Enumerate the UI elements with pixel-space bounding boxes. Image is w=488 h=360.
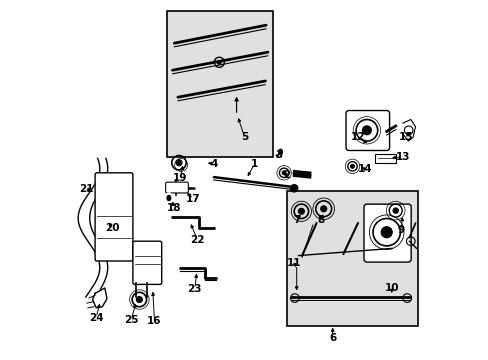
Circle shape (381, 227, 391, 238)
Text: 9: 9 (397, 225, 404, 235)
Text: 1: 1 (250, 159, 258, 169)
Circle shape (362, 126, 370, 135)
Circle shape (282, 171, 285, 175)
Text: 18: 18 (167, 203, 181, 213)
Circle shape (217, 60, 221, 64)
Text: 21: 21 (80, 184, 94, 194)
FancyBboxPatch shape (363, 204, 410, 262)
Circle shape (136, 297, 142, 302)
Text: 6: 6 (328, 333, 336, 343)
Ellipse shape (167, 195, 170, 201)
Text: 25: 25 (123, 315, 138, 325)
Text: 4: 4 (210, 159, 217, 169)
Bar (374, 154, 396, 163)
FancyBboxPatch shape (95, 173, 133, 261)
Text: 22: 22 (190, 235, 204, 246)
Text: 2: 2 (283, 170, 290, 180)
Text: 15: 15 (398, 132, 413, 142)
Text: 3: 3 (275, 150, 282, 160)
Circle shape (392, 208, 397, 213)
Text: 5: 5 (241, 132, 247, 142)
Bar (286, 191, 418, 326)
Polygon shape (402, 120, 415, 141)
Text: 13: 13 (395, 152, 409, 162)
Text: 11: 11 (286, 258, 301, 268)
Text: 10: 10 (384, 283, 399, 293)
Text: 12: 12 (350, 132, 365, 142)
Text: 16: 16 (147, 316, 162, 326)
FancyBboxPatch shape (165, 182, 188, 193)
FancyBboxPatch shape (346, 111, 389, 150)
Circle shape (320, 206, 326, 212)
Circle shape (176, 160, 182, 166)
Text: 20: 20 (104, 222, 119, 233)
Circle shape (350, 165, 354, 168)
Text: 23: 23 (187, 284, 202, 294)
FancyBboxPatch shape (133, 241, 162, 284)
Circle shape (298, 208, 304, 214)
Text: 17: 17 (186, 194, 200, 204)
Text: 19: 19 (173, 173, 187, 183)
Bar (167, 11, 273, 157)
Circle shape (290, 185, 297, 192)
Text: 7: 7 (292, 215, 300, 225)
Polygon shape (92, 288, 107, 308)
Ellipse shape (276, 145, 284, 157)
Ellipse shape (164, 193, 172, 203)
Ellipse shape (278, 149, 282, 155)
Text: 8: 8 (317, 215, 324, 225)
Text: 14: 14 (357, 164, 372, 174)
Text: 24: 24 (89, 312, 103, 323)
